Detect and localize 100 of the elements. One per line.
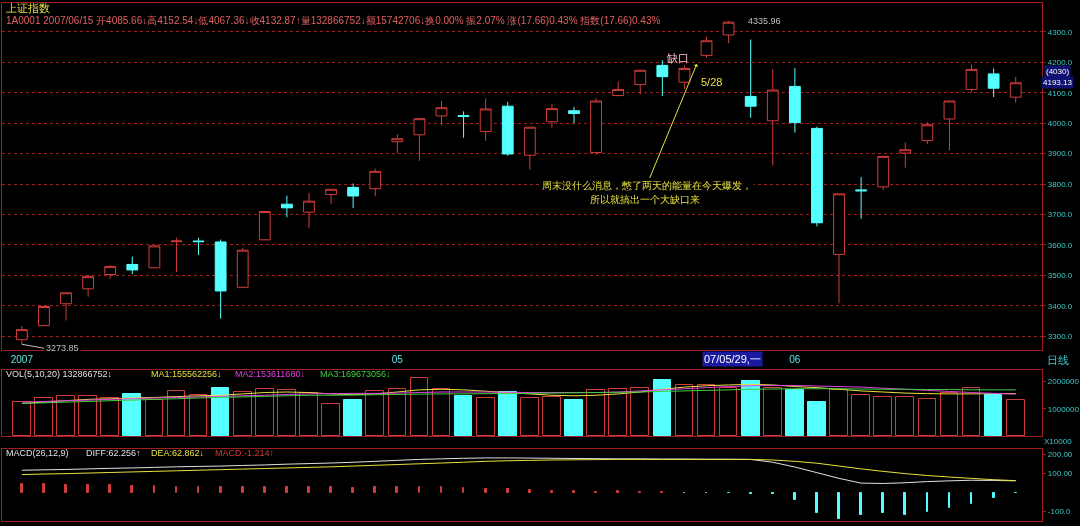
candlestick [104, 264, 117, 280]
bar [549, 490, 553, 493]
candlestick [811, 126, 823, 227]
bar [254, 388, 274, 436]
bar [350, 487, 354, 493]
x-tick-label: 2007 [10, 354, 34, 365]
bar [505, 488, 509, 493]
bar [880, 492, 884, 513]
bar [872, 396, 892, 436]
y-tick-label: 3300.0 [1047, 332, 1073, 342]
bar [1005, 399, 1025, 436]
text: 4193.13 [1043, 78, 1073, 87]
chart-title: MACD(26,12,9) [6, 448, 69, 458]
bar [144, 399, 163, 436]
bar [218, 486, 222, 493]
candlestick [899, 141, 912, 169]
candlestick [391, 133, 404, 154]
bar [740, 380, 760, 436]
candlestick [347, 183, 360, 209]
y-tick-label: 4100.0 [1047, 88, 1073, 98]
x-tick-label: 05 [391, 354, 404, 365]
bar [284, 486, 288, 493]
series-label: MA3:169673056↓ [320, 369, 391, 379]
bar [11, 401, 31, 436]
candlestick [15, 325, 28, 345]
bar [320, 403, 340, 436]
candlestick [148, 245, 161, 269]
text: 日线 [1047, 354, 1069, 366]
y-tick-label: 3800.0 [1047, 179, 1073, 189]
candlestick [280, 195, 293, 218]
bar [475, 397, 495, 436]
bar [585, 389, 605, 436]
text: X10000 [1044, 437, 1073, 446]
chart-title: VOL(5,10,20) 132866752↓ [6, 369, 113, 379]
bar [858, 492, 862, 515]
candlestick [501, 101, 514, 157]
y-tick-label: 4000.0 [1047, 119, 1073, 129]
bar [674, 384, 693, 436]
bar [240, 486, 244, 493]
candlestick [788, 67, 801, 134]
candlestick [855, 176, 868, 220]
bar [497, 391, 517, 436]
bar [991, 492, 995, 498]
bar [306, 486, 310, 493]
bar [836, 492, 840, 519]
candlestick [678, 64, 691, 90]
bar [232, 391, 252, 436]
bar [718, 387, 737, 436]
bar [33, 397, 53, 436]
candlestick [170, 237, 183, 273]
bar [652, 379, 671, 436]
bar [806, 401, 826, 436]
candlestick [60, 291, 72, 321]
bar [19, 483, 23, 493]
bar [792, 492, 796, 500]
bar [85, 484, 89, 493]
y-tick-label: 3700.0 [1047, 210, 1073, 220]
bar [63, 484, 67, 493]
bar [571, 490, 575, 493]
y-tick-label: 3900.0 [1047, 149, 1073, 159]
bar [615, 490, 619, 493]
y-tick-label: 3600.0 [1047, 240, 1073, 250]
bar [262, 486, 266, 493]
bar [342, 399, 362, 436]
candlestick [1009, 76, 1022, 104]
candlestick [634, 69, 647, 95]
bar [939, 392, 958, 436]
candlestick [700, 36, 713, 59]
y-tick-label: -100.0 [1047, 507, 1072, 517]
bar [41, 483, 45, 493]
text: MACD:-1.214↑ [215, 448, 275, 458]
candlestick [590, 97, 603, 156]
bar [814, 492, 818, 513]
y-tick-label: 2000000 [1047, 377, 1080, 387]
candlestick [479, 97, 492, 142]
candlestick [82, 275, 95, 298]
candlestick [722, 20, 735, 44]
text: (4030) [1046, 67, 1070, 76]
series-label: MA1:155562256↓ [151, 369, 222, 379]
bar [527, 489, 531, 493]
bar [55, 395, 75, 436]
y-tick-label: 3400.0 [1047, 301, 1073, 311]
bar [902, 492, 906, 515]
text: 07/05/29,一 [704, 353, 761, 365]
bar [961, 387, 980, 436]
candlestick [413, 117, 426, 162]
bar [607, 388, 627, 436]
candlestick [258, 210, 271, 241]
bar [762, 387, 782, 436]
annotation: 缺口 [667, 52, 689, 64]
annotation: 周末没什么消息，憋了两天的能量在今天爆发， [542, 180, 752, 191]
candlestick [236, 247, 249, 289]
y-tick-label: 100.00 [1047, 469, 1073, 479]
candlestick [744, 39, 757, 119]
bar [298, 392, 318, 436]
bar [364, 390, 384, 436]
annotation: 5/28 [701, 76, 723, 88]
bar [210, 387, 229, 436]
bar [99, 397, 119, 436]
bar [394, 486, 398, 493]
